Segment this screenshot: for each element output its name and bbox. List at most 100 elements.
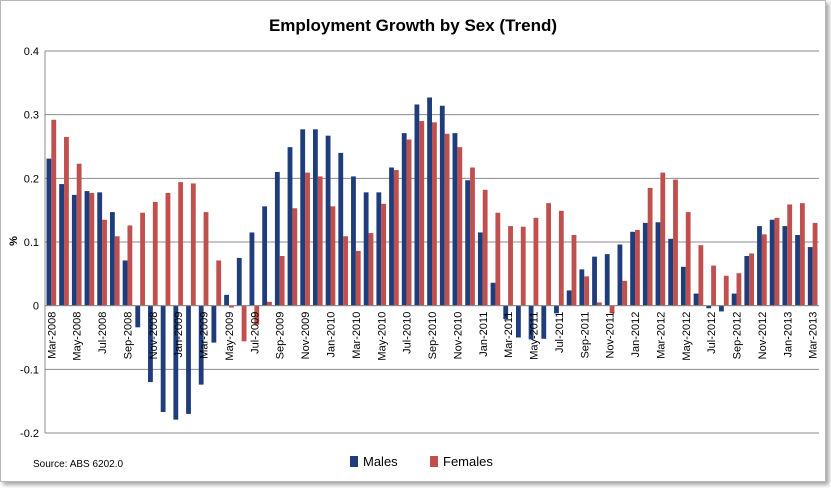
bar-males bbox=[642, 222, 648, 306]
bar-females bbox=[774, 217, 780, 306]
bar-females bbox=[711, 265, 716, 306]
bar-males bbox=[427, 97, 432, 306]
bar-females bbox=[495, 212, 501, 306]
bar-females bbox=[546, 203, 552, 306]
bar-females bbox=[140, 212, 145, 306]
bar-females bbox=[343, 236, 348, 306]
x-tick-label: Nov-2009 bbox=[300, 312, 312, 360]
legend-swatch-males bbox=[350, 456, 358, 467]
bar-females bbox=[673, 179, 678, 306]
bar-females bbox=[571, 235, 577, 306]
x-tick-label: Sep-2009 bbox=[275, 312, 287, 360]
chart-title: Employment Growth by Sex (Trend) bbox=[269, 16, 557, 35]
bar-males bbox=[503, 305, 509, 320]
bar-females bbox=[330, 206, 336, 306]
bar-males bbox=[46, 158, 52, 306]
bar-females bbox=[749, 253, 755, 306]
bar-males bbox=[604, 254, 610, 306]
y-tick-label: 0.1 bbox=[24, 237, 39, 249]
x-tick-label: Jul-2010 bbox=[402, 312, 414, 354]
bar-males bbox=[757, 226, 762, 306]
bar-females bbox=[685, 212, 691, 306]
x-tick-label: Sep-2012 bbox=[732, 312, 744, 360]
bar-males bbox=[731, 293, 737, 306]
bar-males bbox=[439, 105, 445, 306]
bar-males bbox=[655, 222, 661, 306]
bar-males bbox=[579, 269, 585, 306]
bar-females bbox=[76, 163, 82, 306]
bar-females bbox=[723, 275, 729, 306]
x-tick-label: Mar-2012 bbox=[655, 312, 667, 359]
x-tick-label: May-2009 bbox=[224, 312, 236, 361]
bar-males bbox=[262, 206, 268, 306]
bar-males bbox=[300, 129, 306, 306]
bar-males bbox=[541, 305, 547, 339]
x-tick-label: Mar-2010 bbox=[351, 312, 363, 359]
x-tick-label: Nov-2010 bbox=[452, 312, 464, 360]
bar-females bbox=[102, 219, 107, 306]
y-tick-label: 0 bbox=[33, 301, 39, 313]
y-tick-label: 0.2 bbox=[24, 173, 39, 185]
x-tick-label: Jul-2009 bbox=[249, 312, 261, 354]
y-axis-label: % bbox=[8, 236, 20, 246]
bar-females bbox=[520, 226, 526, 306]
source-note: Source: ABS 6202.0 bbox=[33, 459, 124, 470]
bar-males bbox=[465, 180, 471, 306]
bar-males bbox=[274, 171, 280, 306]
x-tick-label: Sep-2010 bbox=[427, 312, 439, 360]
y-axis-ticks: 0.4 0.3 0.2 0.1 0 -0.1 -0.2 bbox=[20, 46, 39, 440]
bar-females bbox=[51, 119, 57, 306]
bar-males bbox=[389, 167, 394, 306]
bar-females bbox=[279, 256, 285, 306]
y-tick-label: -0.1 bbox=[20, 364, 39, 376]
bar-males bbox=[249, 232, 255, 306]
x-tick-label: Jan-2009 bbox=[173, 312, 185, 358]
bar-males bbox=[84, 191, 90, 306]
x-tick-label: May-2012 bbox=[681, 312, 693, 361]
bar-females bbox=[635, 229, 640, 306]
bar-males bbox=[782, 226, 788, 306]
x-tick-label: Mar-2011 bbox=[503, 312, 515, 358]
legend: Males Females bbox=[350, 454, 493, 469]
bar-males bbox=[338, 152, 344, 306]
bar-females bbox=[368, 233, 374, 306]
x-tick-label: Mar-2009 bbox=[199, 312, 211, 359]
x-tick-label: May-2010 bbox=[376, 312, 388, 361]
bar-females bbox=[432, 122, 437, 306]
bar-males bbox=[706, 305, 712, 309]
bar-males bbox=[668, 238, 674, 306]
x-tick-label: Mar-2008 bbox=[46, 312, 58, 359]
legend-label-males: Males bbox=[363, 454, 398, 469]
bar-males bbox=[59, 184, 65, 306]
bar-females bbox=[799, 203, 805, 306]
bar-males bbox=[236, 257, 242, 306]
bar-females bbox=[761, 234, 767, 306]
bar-males bbox=[795, 235, 800, 306]
bar-males bbox=[351, 176, 356, 306]
bar-males bbox=[287, 147, 293, 306]
bar-females bbox=[241, 305, 247, 342]
bar-females bbox=[787, 204, 793, 306]
bar-females bbox=[114, 236, 120, 306]
bar-females bbox=[406, 139, 412, 306]
bar-males bbox=[109, 212, 115, 306]
x-tick-label: Nov-2008 bbox=[148, 312, 160, 360]
bar-females bbox=[292, 208, 298, 306]
bar-females bbox=[558, 210, 564, 306]
bar-females bbox=[596, 302, 602, 306]
bar-males bbox=[719, 305, 724, 312]
bar-males bbox=[592, 256, 597, 306]
bar-females bbox=[190, 183, 196, 306]
bar-males bbox=[477, 232, 483, 306]
bar-females bbox=[508, 226, 513, 306]
bar-females bbox=[216, 260, 222, 306]
bar-males bbox=[97, 192, 103, 306]
bar-females bbox=[254, 305, 260, 325]
x-tick-label: Nov-2012 bbox=[757, 312, 769, 360]
bar-females bbox=[698, 245, 704, 306]
x-tick-label: Nov-2011 bbox=[605, 312, 617, 359]
bar-females bbox=[660, 172, 666, 306]
bar-females bbox=[736, 273, 742, 306]
bar-females bbox=[609, 305, 615, 314]
